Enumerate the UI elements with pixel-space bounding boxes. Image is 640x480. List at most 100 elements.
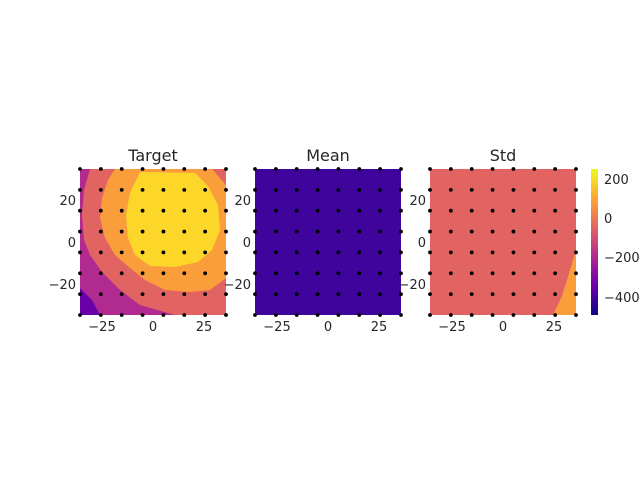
sample-point	[119, 271, 124, 276]
sample-point	[469, 271, 474, 276]
sample-point	[574, 208, 578, 213]
sample-point	[224, 292, 228, 297]
sample-point	[140, 313, 145, 317]
sample-point	[378, 271, 383, 276]
sample-point	[294, 292, 299, 297]
y-tick-label: 20	[234, 194, 251, 209]
panel-mean: Mean	[253, 146, 403, 317]
contour-region-std-mid	[430, 169, 576, 315]
sample-point	[161, 313, 166, 317]
sample-point	[315, 187, 320, 192]
sample-point	[490, 167, 495, 171]
y-tick-label: −20	[224, 278, 251, 293]
sample-point	[253, 167, 257, 171]
contour-region-std-high	[553, 250, 576, 315]
sample-point	[182, 271, 187, 276]
contour-region-mean	[255, 169, 401, 315]
sample-point	[98, 167, 103, 171]
sample-point	[315, 313, 320, 317]
sample-point	[78, 187, 82, 192]
y-tick-label: 20	[59, 194, 76, 209]
sample-point	[98, 313, 103, 317]
sample-point	[336, 208, 341, 213]
sample-point	[253, 250, 257, 255]
sample-point	[98, 271, 103, 276]
sample-point	[273, 313, 278, 317]
sample-point	[511, 292, 516, 297]
sample-point	[490, 313, 495, 317]
sample-point	[469, 167, 474, 171]
sample-point	[253, 229, 257, 234]
sample-point	[399, 229, 403, 234]
sample-point	[273, 208, 278, 213]
x-tick-label: 25	[546, 320, 563, 335]
sample-point	[553, 187, 558, 192]
sample-point	[574, 167, 578, 171]
sample-point	[140, 250, 145, 255]
sample-point	[253, 271, 257, 276]
sample-point	[78, 208, 82, 213]
panel-std: Std	[428, 146, 578, 317]
sample-point	[428, 167, 432, 171]
sample-point	[161, 167, 166, 171]
sample-point	[357, 271, 362, 276]
sample-point	[574, 292, 578, 297]
sample-point	[294, 313, 299, 317]
sample-point	[98, 250, 103, 255]
sample-point	[428, 271, 432, 276]
sample-point	[553, 208, 558, 213]
sample-point	[119, 229, 124, 234]
y-tick-label: −20	[49, 278, 76, 293]
sample-point	[182, 292, 187, 297]
sample-point	[161, 292, 166, 297]
sample-point	[161, 208, 166, 213]
sample-point	[532, 208, 537, 213]
sample-point	[315, 271, 320, 276]
sample-point	[469, 229, 474, 234]
sample-point	[140, 187, 145, 192]
sample-point	[161, 250, 166, 255]
x-tick-label: −25	[88, 320, 115, 335]
x-tick-label: 0	[149, 320, 157, 335]
sample-point	[273, 167, 278, 171]
colorbar-tick-label-200: 200	[604, 173, 629, 188]
sample-point	[357, 187, 362, 192]
sample-point	[203, 313, 208, 317]
sample-point	[294, 187, 299, 192]
sample-point	[78, 250, 82, 255]
sample-point	[357, 313, 362, 317]
sample-point	[428, 187, 432, 192]
sample-point	[448, 292, 453, 297]
sample-point	[428, 292, 432, 297]
sample-point	[448, 167, 453, 171]
sample-point	[511, 187, 516, 192]
sample-point	[399, 187, 403, 192]
sample-point	[532, 167, 537, 171]
panel-title-std: Std	[490, 146, 517, 165]
sample-point	[553, 167, 558, 171]
sample-point	[161, 271, 166, 276]
sample-point	[203, 271, 208, 276]
sample-point	[78, 167, 82, 171]
sample-point	[448, 250, 453, 255]
sample-point	[161, 229, 166, 234]
sample-point	[182, 187, 187, 192]
sample-point	[490, 208, 495, 213]
sample-point	[336, 250, 341, 255]
sample-point	[203, 250, 208, 255]
sample-point	[336, 271, 341, 276]
sample-point	[203, 167, 208, 171]
sample-point	[224, 229, 228, 234]
x-tick-label: −25	[438, 320, 465, 335]
sample-point	[119, 250, 124, 255]
sample-point	[253, 292, 257, 297]
sample-point	[140, 167, 145, 171]
sample-point	[336, 187, 341, 192]
sample-point	[336, 229, 341, 234]
sample-point	[182, 250, 187, 255]
sample-point	[119, 292, 124, 297]
y-tick-label: 20	[409, 194, 426, 209]
sample-point	[574, 229, 578, 234]
sample-point	[574, 187, 578, 192]
sample-point	[203, 229, 208, 234]
